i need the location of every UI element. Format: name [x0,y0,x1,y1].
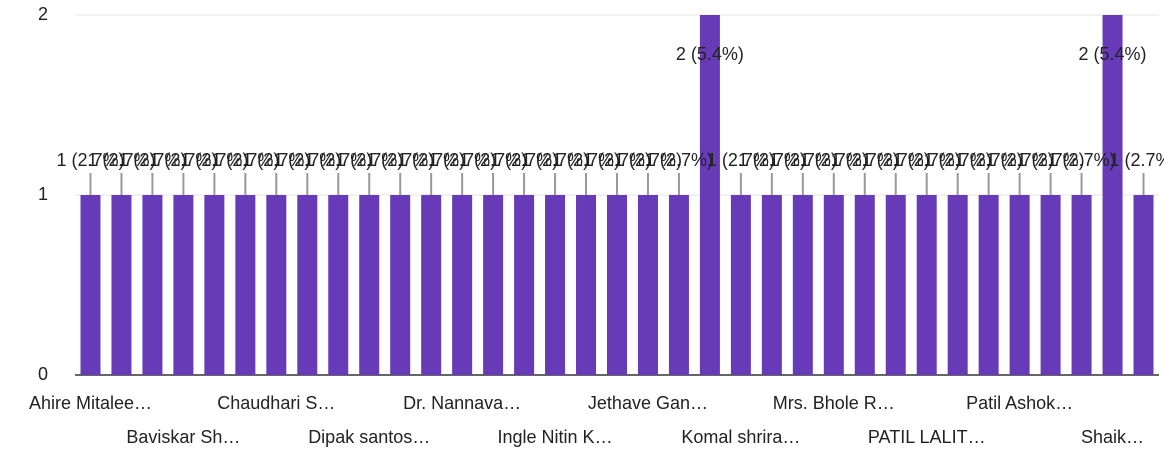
bar [235,195,256,375]
bar [792,195,813,375]
bar [514,195,535,375]
x-tick-label: Dr. Nannava… [403,393,521,413]
data-label: 1 (2.7%) [955,150,1023,170]
bar [452,195,473,375]
data-label: 1 (2.7%) [552,150,620,170]
bar [142,195,163,375]
x-tick-label: Dipak santos… [308,427,430,447]
data-label: 1 (2.7%) [366,150,434,170]
y-tick-label: 0 [38,364,48,384]
data-label: 1 (2.7%) [56,150,124,170]
y-tick-label: 2 [38,4,48,24]
x-tick-label: Komal shrira… [681,427,800,447]
data-label: 1 (2.7%) [459,150,527,170]
bar [1040,195,1061,375]
bar [204,195,225,375]
bar [854,195,875,375]
bar [978,195,999,375]
data-label: 1 (2.7%) [1017,150,1085,170]
data-label: 1 (2.7%) [273,150,341,170]
bar [266,195,287,375]
data-label: 1 (2.7%) [831,150,899,170]
x-tick-label: Ahire Mitalee… [29,393,152,413]
data-label: 1 (2.7%) [614,150,682,170]
data-label: 1 (2.7%) [893,150,961,170]
x-tick-label: PATIL LALIT… [868,427,986,447]
x-tick-label: Jethave Gan… [588,393,708,413]
bar [173,195,194,375]
data-label: 1 (2.7%) [1048,150,1116,170]
data-label: 1 (2.7%) [304,150,372,170]
bar [328,195,349,375]
bar [947,195,968,375]
bar [359,195,380,375]
data-label: 1 (2.7%) [986,150,1054,170]
x-tick-label: Chaudhari S… [217,393,335,413]
data-label: 1 (2.7%) [924,150,992,170]
data-label: 1 (2.7%) [645,150,713,170]
bar [483,195,504,375]
bar [668,195,689,375]
bar [607,195,627,375]
bar [885,195,906,375]
bar [916,195,937,375]
bar [1133,195,1154,375]
bar [730,195,751,375]
data-label: 1 (2.7%) [1109,150,1164,170]
data-label: 1 (2.7%) [738,150,806,170]
data-label: 2 (5.4%) [676,44,744,64]
bar [1009,195,1030,375]
bar [545,195,566,375]
bar [80,195,101,375]
data-label: 1 (2.7%) [521,150,589,170]
bar [761,195,782,375]
x-tick-label: Patil Ashok… [966,393,1073,413]
bar [637,195,658,375]
data-label: 1 (2.7%) [211,150,279,170]
bar [699,15,720,375]
bar [390,195,411,375]
x-tick-label: Baviskar Sh… [126,427,240,447]
data-label: 1 (2.7%) [862,150,930,170]
bar [1071,195,1092,375]
data-label: 1 (2.7%) [769,150,837,170]
data-label: 1 (2.7%) [118,150,186,170]
data-label: 1 (2.7%) [428,150,496,170]
data-label: 1 (2.7%) [490,150,558,170]
data-label: 1 (2.7%) [242,150,310,170]
data-label: 1 (2.7%) [800,150,868,170]
bar [111,195,132,375]
y-tick-label: 1 [38,184,48,204]
bar [421,195,442,375]
x-tick-label: Mrs. Bhole R… [773,393,895,413]
data-label: 1 (2.7%) [149,150,217,170]
bar [1102,15,1123,375]
bar [823,195,844,375]
data-label: 2 (5.4%) [1079,44,1147,64]
data-label: 1 (2.7%) [397,150,465,170]
data-label: 1 (2.7%) [335,150,403,170]
data-label: 1 (2.7%) [87,150,155,170]
bar [297,195,318,375]
x-tick-label: Shaik… [1081,427,1144,447]
data-label: 1 (2.7%) [180,150,248,170]
data-label: 1 (2.7%) [707,150,775,170]
bar [576,195,597,375]
x-tick-label: Ingle Nitin K… [498,427,613,447]
data-label: 1 (2.7%) [583,150,651,170]
